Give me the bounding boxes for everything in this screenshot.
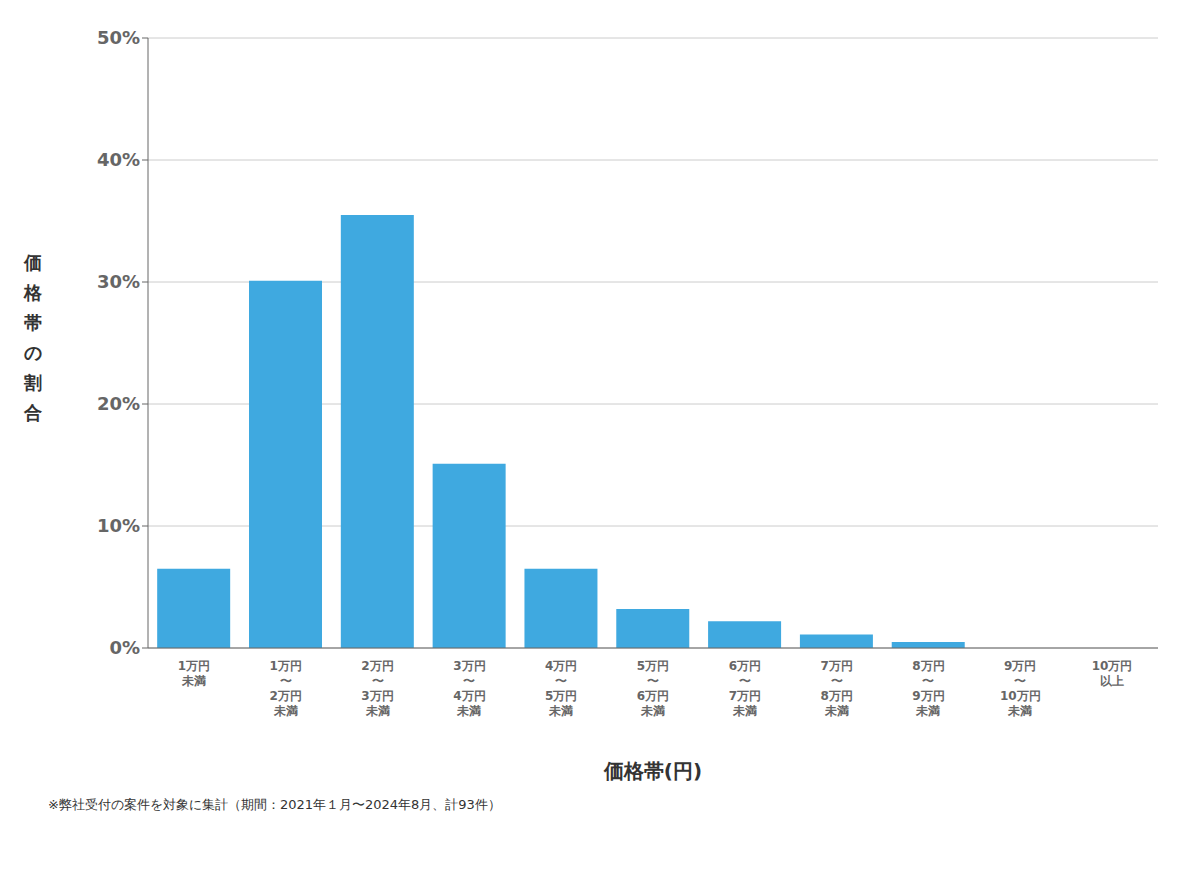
svg-text:1万円未満: 1万円未満 [178,659,210,688]
html-text:合: 合 [24,402,42,423]
svg-text:5万円〜6万円未満: 5万円〜6万円未満 [637,659,669,718]
svg-text:8万円〜9万円未満: 8万円〜9万円未満 [912,659,944,718]
svg-text:0%: 0% [109,637,140,658]
svg-text:1万円〜2万円未満: 1万円〜2万円未満 [270,659,302,718]
svg-text:9万円〜10万円未満: 9万円〜10万円未満 [1000,659,1041,718]
svg-text:価格帯(円): 価格帯(円) [603,759,702,783]
svg-text:2万円〜3万円未満: 2万円〜3万円未満 [361,659,393,718]
html-text:割: 割 [24,372,42,393]
html-text:※弊社受付の案件を対象に集計（期間：2021年１月〜2024: ※弊社受付の案件を対象に集計（期間：2021年１月〜2024年8月、計93件） [48,797,501,812]
svg-text:10%: 10% [97,515,140,536]
svg-text:10万円以上: 10万円以上 [1092,659,1133,688]
html-text:帯: 帯 [24,312,42,333]
html-text:格: 格 [24,282,42,303]
svg-text:40%: 40% [97,149,140,170]
svg-text:3万円〜4万円未満: 3万円〜4万円未満 [453,659,485,718]
svg-text:4万円〜5万円未満: 4万円〜5万円未満 [545,659,577,718]
svg-text:7万円〜8万円未満: 7万円〜8万円未満 [820,659,852,718]
svg-text:50%: 50% [97,27,140,48]
svg-text:6万円〜7万円未満: 6万円〜7万円未満 [729,659,761,718]
html-text:の: の [24,342,42,363]
html-text:価: 価 [24,252,42,273]
svg-text:30%: 30% [97,271,140,292]
svg-text:20%: 20% [97,393,140,414]
